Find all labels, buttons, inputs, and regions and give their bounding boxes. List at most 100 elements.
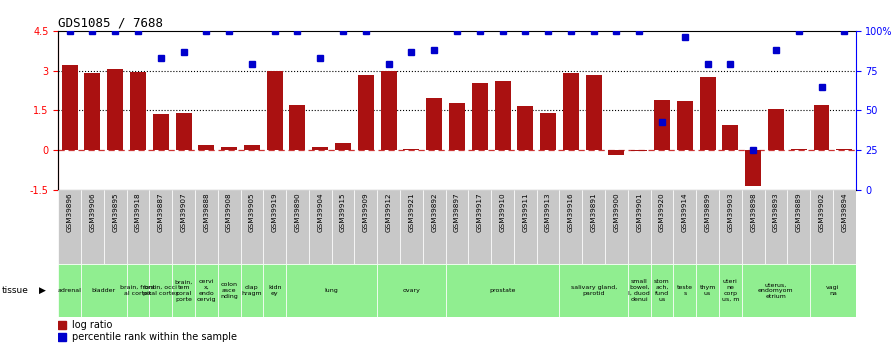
Bar <box>836 149 852 150</box>
Bar <box>608 150 625 155</box>
Bar <box>764 190 788 264</box>
Bar <box>81 265 126 317</box>
Bar <box>791 149 806 150</box>
Text: GSM39918: GSM39918 <box>135 192 141 231</box>
Bar <box>719 265 742 317</box>
Text: GSM39891: GSM39891 <box>590 192 597 231</box>
Bar <box>81 190 104 264</box>
Bar <box>491 190 514 264</box>
Text: GSM39898: GSM39898 <box>750 192 756 231</box>
Text: GSM39911: GSM39911 <box>522 192 529 231</box>
Bar <box>172 190 195 264</box>
Bar <box>263 190 286 264</box>
Bar <box>833 190 856 264</box>
Bar <box>240 190 263 264</box>
Text: GSM39912: GSM39912 <box>385 192 392 231</box>
Bar <box>650 265 674 317</box>
Text: GSM39907: GSM39907 <box>181 192 186 231</box>
Bar <box>632 150 647 151</box>
Bar <box>745 150 761 186</box>
Bar <box>172 265 195 317</box>
Text: GSM39921: GSM39921 <box>409 192 414 231</box>
Text: ▶: ▶ <box>39 286 46 295</box>
Text: ovary: ovary <box>402 288 420 293</box>
Bar <box>517 106 533 150</box>
Bar <box>377 190 400 264</box>
Bar <box>469 190 491 264</box>
Bar <box>153 115 168 150</box>
Bar <box>108 69 123 150</box>
Text: GSM39917: GSM39917 <box>477 192 483 231</box>
Text: GSM39892: GSM39892 <box>431 192 437 231</box>
Text: uterus,
endomyom
etrium: uterus, endomyom etrium <box>758 282 794 299</box>
Text: small
bowel,
I, duod
denui: small bowel, I, duod denui <box>628 279 650 302</box>
Text: thym
us: thym us <box>700 285 716 296</box>
Bar <box>150 265 172 317</box>
Bar <box>58 265 81 317</box>
Text: GSM39902: GSM39902 <box>819 192 824 231</box>
Bar <box>537 190 559 264</box>
Text: GSM39887: GSM39887 <box>158 192 164 231</box>
Bar <box>696 190 719 264</box>
Text: GSM39905: GSM39905 <box>249 192 254 231</box>
Text: GSM39913: GSM39913 <box>545 192 551 231</box>
Bar <box>540 113 556 150</box>
Bar <box>130 72 146 150</box>
Bar <box>742 190 764 264</box>
Bar <box>358 75 374 150</box>
Text: bladder: bladder <box>91 288 116 293</box>
Bar <box>218 190 240 264</box>
Bar <box>814 105 830 150</box>
Bar <box>309 190 332 264</box>
Bar <box>332 190 355 264</box>
Text: teste
s: teste s <box>676 285 693 296</box>
Text: GSM39895: GSM39895 <box>112 192 118 231</box>
Text: GSM39896: GSM39896 <box>66 192 73 231</box>
Text: prostate: prostate <box>489 288 516 293</box>
Bar <box>289 105 306 150</box>
Bar <box>719 190 742 264</box>
Bar <box>426 99 442 150</box>
Text: diap
hragm: diap hragm <box>242 285 263 296</box>
Bar <box>650 190 674 264</box>
Bar <box>674 265 696 317</box>
Bar <box>198 145 214 150</box>
Bar <box>84 73 100 150</box>
Bar <box>176 113 192 150</box>
Text: GSM39903: GSM39903 <box>728 192 733 231</box>
Bar <box>335 143 351 150</box>
Text: GSM39899: GSM39899 <box>704 192 711 231</box>
Bar <box>400 190 423 264</box>
Bar <box>559 190 582 264</box>
Text: adrenal: adrenal <box>57 288 82 293</box>
Bar <box>286 190 309 264</box>
Bar <box>605 190 628 264</box>
Text: GSM39914: GSM39914 <box>682 192 688 231</box>
Bar <box>654 100 670 150</box>
Text: kidn
ey: kidn ey <box>268 285 281 296</box>
Text: log ratio: log ratio <box>73 320 113 329</box>
Bar <box>58 190 81 264</box>
Bar <box>150 190 172 264</box>
Bar <box>788 190 810 264</box>
Bar <box>676 101 693 150</box>
Bar <box>586 75 601 150</box>
Text: GSM39909: GSM39909 <box>363 192 369 231</box>
Bar <box>445 265 559 317</box>
Text: brain, front
al cortex: brain, front al cortex <box>120 285 156 296</box>
Bar <box>628 190 650 264</box>
Bar <box>495 81 511 150</box>
Text: salivary gland,
parotid: salivary gland, parotid <box>571 285 616 296</box>
Text: brain, occi
pital cortex: brain, occi pital cortex <box>142 285 178 296</box>
Bar <box>423 190 445 264</box>
Bar <box>355 190 377 264</box>
Text: GSM39910: GSM39910 <box>500 192 505 231</box>
Bar <box>126 190 150 264</box>
Bar <box>696 265 719 317</box>
Text: GSM39894: GSM39894 <box>841 192 848 231</box>
Bar <box>582 190 605 264</box>
Text: GSM39900: GSM39900 <box>614 192 619 231</box>
Bar <box>377 265 445 317</box>
Text: GSM39915: GSM39915 <box>340 192 346 231</box>
Bar <box>559 265 628 317</box>
